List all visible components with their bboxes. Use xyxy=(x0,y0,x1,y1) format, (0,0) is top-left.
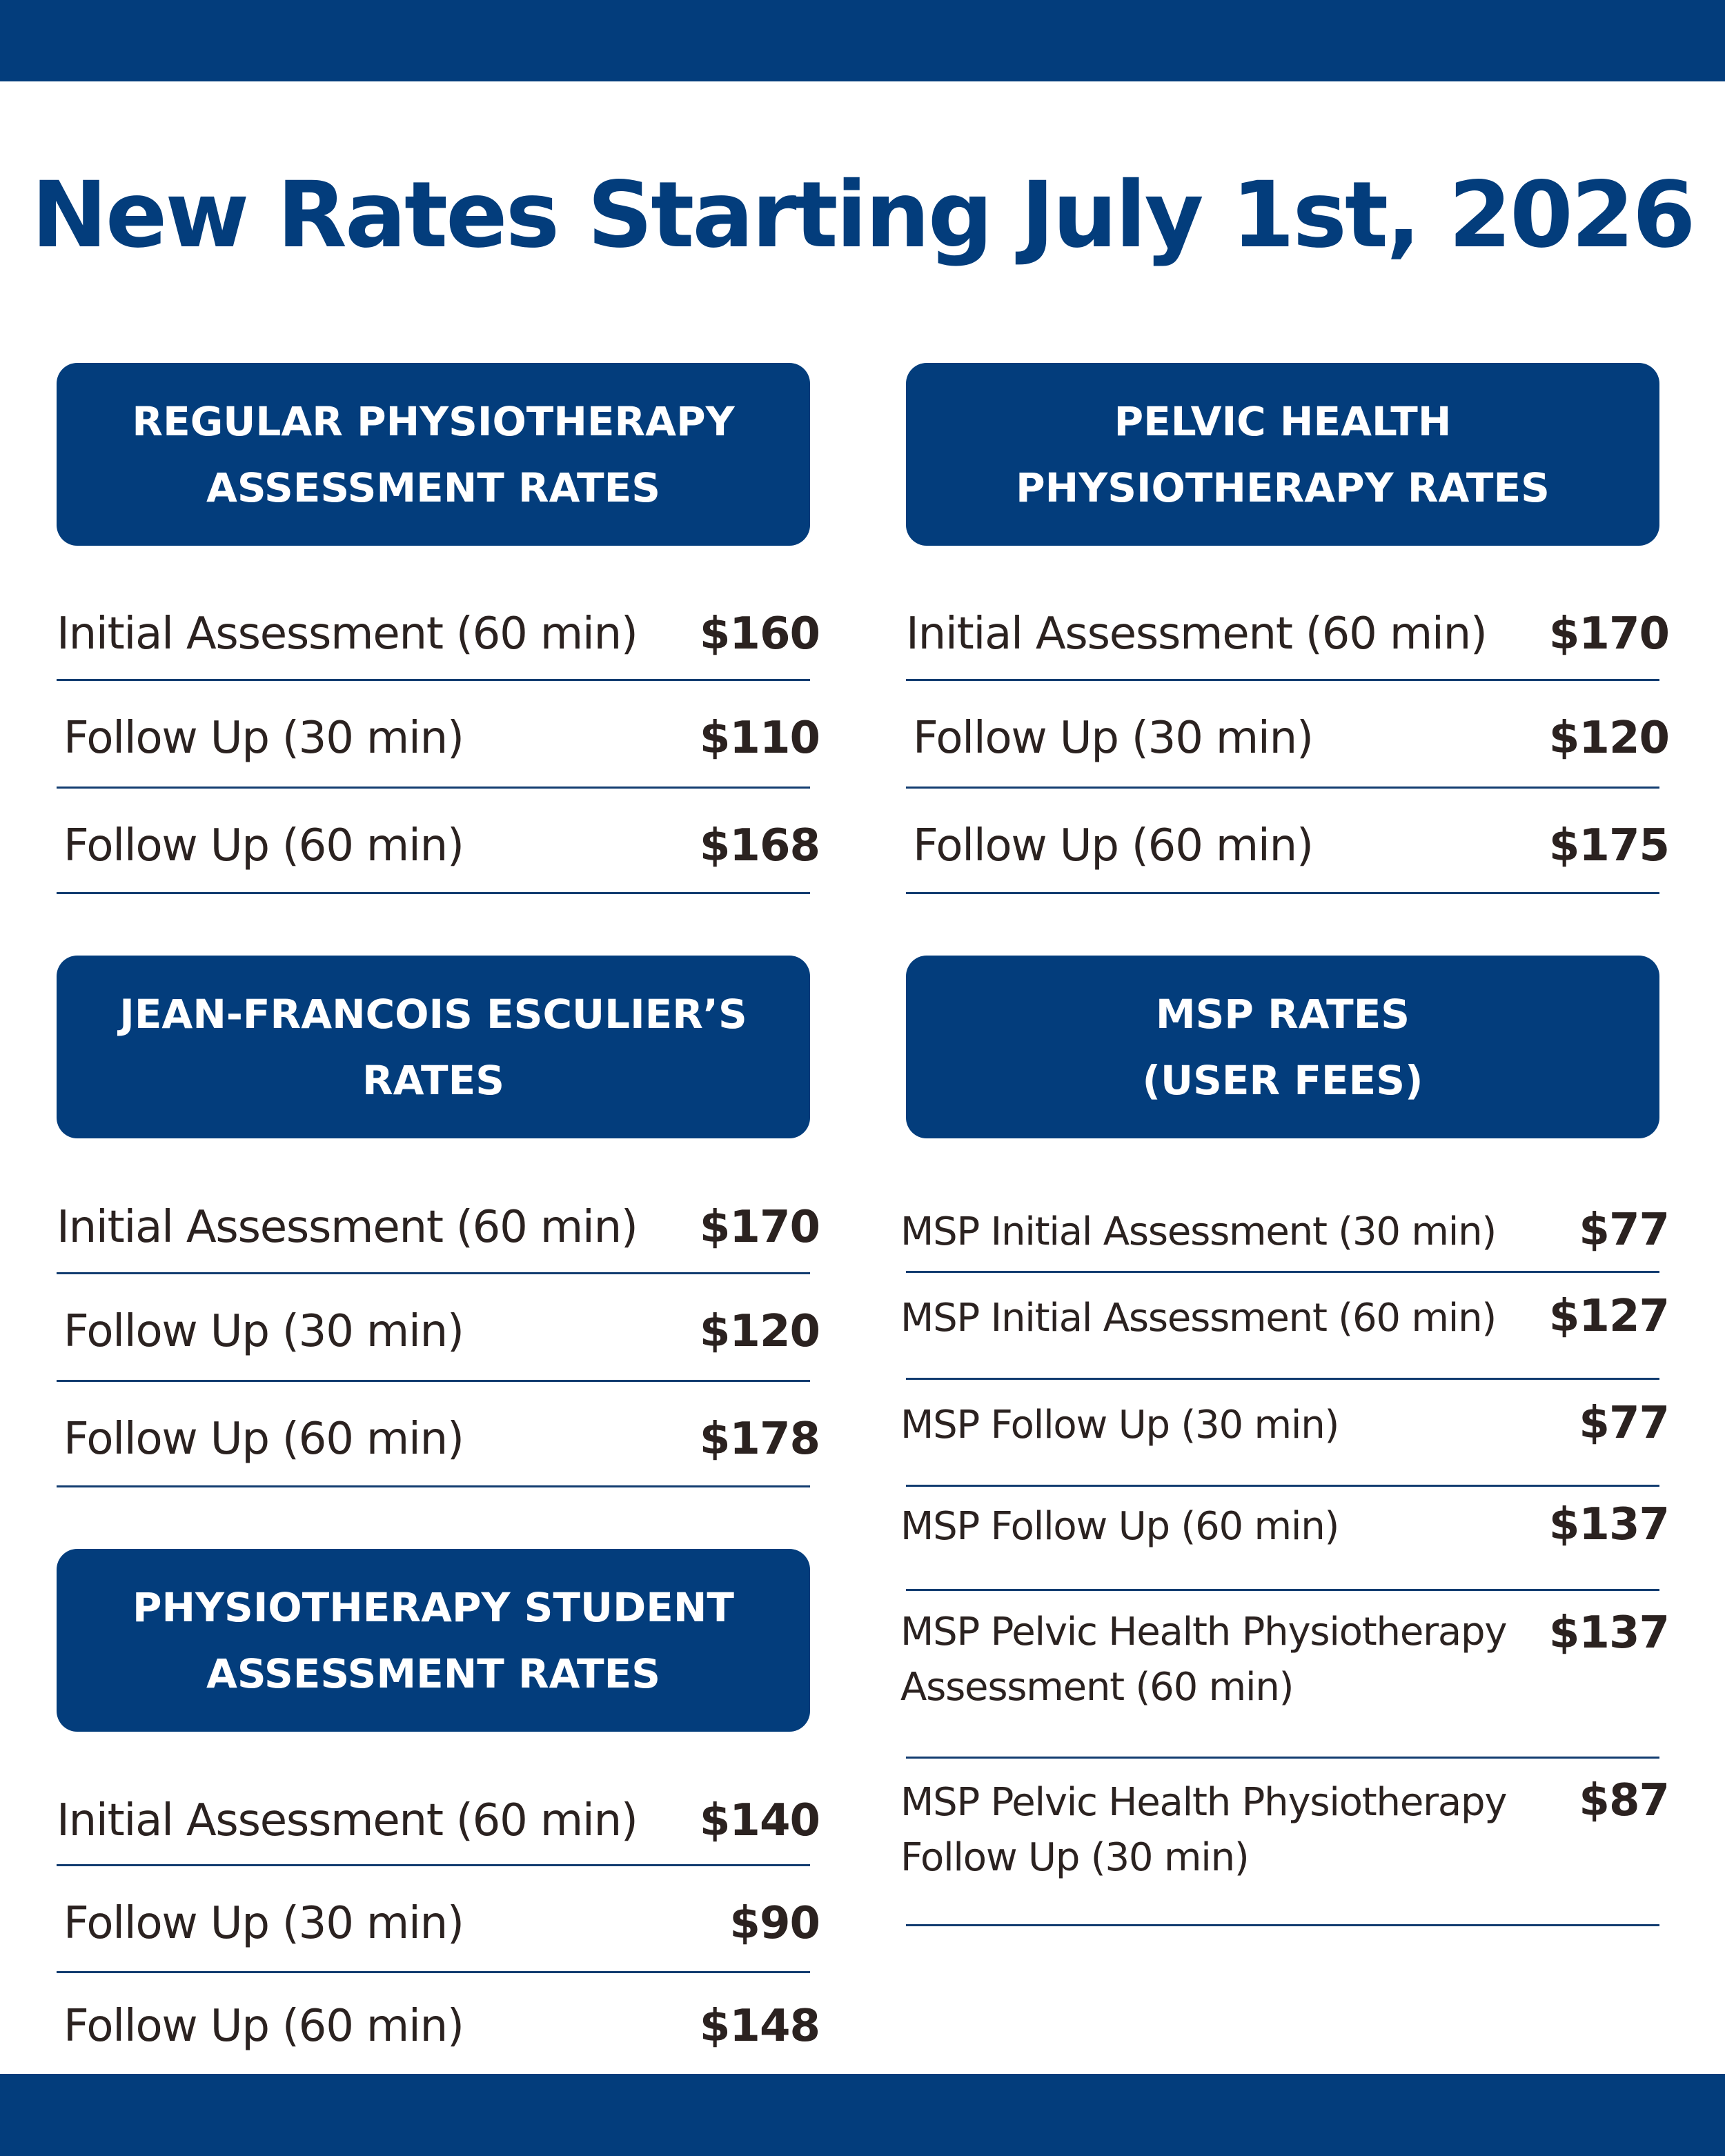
rate-price: $120 xyxy=(699,1306,820,1357)
student-rates-title-line2: ASSESSMENT RATES xyxy=(206,1650,661,1697)
rate-label: MSP Follow Up (60 min) xyxy=(900,1504,1339,1549)
pelvic-rates-title-line2: PHYSIOTHERAPY RATES xyxy=(1016,464,1550,511)
pelvic-rates-header: PELVIC HEALTH PHYSIOTHERAPY RATES xyxy=(906,363,1659,546)
rate-label-line2: Assessment (60 min) xyxy=(900,1665,1294,1710)
pelvic-rates-title-line1: PELVIC HEALTH xyxy=(1114,397,1452,445)
top-band xyxy=(0,0,1725,81)
rate-price: $137 xyxy=(1548,1499,1670,1550)
rate-label-line2: Follow Up (30 min) xyxy=(900,1835,1250,1880)
rate-price: $110 xyxy=(699,713,820,764)
rate-price: $137 xyxy=(1548,1608,1670,1659)
regular-rates-title-line1: REGULAR PHYSIOTHERAPY xyxy=(132,397,735,445)
rate-price: $77 xyxy=(1579,1398,1670,1449)
jf-rate-row: Initial Assessment (60 min) $170 xyxy=(57,1192,820,1274)
msp-rate-row: MSP Initial Assessment (60 min) $127 xyxy=(900,1273,1670,1380)
rate-label: Follow Up (30 min) xyxy=(63,713,464,764)
pelvic-rate-row: Initial Assessment (60 min) $170 xyxy=(906,599,1670,681)
rate-price: $127 xyxy=(1548,1291,1670,1342)
msp-rate-row: MSP Follow Up (60 min) $137 xyxy=(900,1487,1670,1591)
rate-label: MSP Initial Assessment (30 min) xyxy=(900,1209,1497,1254)
student-rates-title-line1: PHYSIOTHERAPY STUDENT xyxy=(132,1583,734,1631)
rate-price: $175 xyxy=(1548,820,1670,871)
bottom-band xyxy=(0,2074,1725,2156)
rate-label: Follow Up (60 min) xyxy=(913,820,1314,871)
jf-rates-header: JEAN-FRANCOIS ESCULIER’S RATES xyxy=(57,956,810,1138)
jf-rates-title-line1: JEAN-FRANCOIS ESCULIER’S xyxy=(119,990,747,1038)
page-title: New Rates Starting July 1st, 2026 xyxy=(31,162,1695,268)
student-rate-row: Initial Assessment (60 min) $140 xyxy=(57,1786,820,1866)
rate-label: Initial Assessment (60 min) xyxy=(57,609,638,660)
msp-rates-header: MSP RATES (USER FEES) xyxy=(906,956,1659,1138)
rate-label: Follow Up (30 min) xyxy=(63,1306,464,1357)
pelvic-rate-row: Follow Up (60 min) $175 xyxy=(906,789,1670,894)
msp-rate-row: MSP Pelvic Health Physiotherapy Follow U… xyxy=(900,1759,1670,1926)
student-rate-row: Follow Up (30 min) $90 xyxy=(57,1866,820,1973)
pelvic-rate-row: Follow Up (30 min) $120 xyxy=(906,681,1670,789)
rate-price: $170 xyxy=(699,1202,820,1253)
rate-label-line1: MSP Pelvic Health Physiotherapy xyxy=(900,1610,1508,1654)
rate-label: Follow Up (30 min) xyxy=(63,1898,464,1949)
rate-price: $120 xyxy=(1548,713,1670,764)
msp-rate-row: MSP Initial Assessment (30 min) $77 xyxy=(900,1192,1670,1273)
regular-rate-row: Initial Assessment (60 min) $160 xyxy=(57,599,820,681)
rate-price: $77 xyxy=(1579,1205,1670,1256)
rate-price: $170 xyxy=(1548,609,1670,660)
jf-rate-row: Follow Up (30 min) $120 xyxy=(57,1274,820,1382)
rate-label: Initial Assessment (60 min) xyxy=(57,1202,638,1253)
rate-price: $148 xyxy=(699,2001,820,2052)
rate-label: Follow Up (60 min) xyxy=(63,2001,464,2052)
rate-label: Follow Up (30 min) xyxy=(913,713,1314,764)
rate-label: MSP Initial Assessment (60 min) xyxy=(900,1296,1497,1341)
msp-rate-row: MSP Follow Up (30 min) $77 xyxy=(900,1380,1670,1487)
rate-price: $87 xyxy=(1579,1775,1670,1826)
student-rates-header: PHYSIOTHERAPY STUDENT ASSESSMENT RATES xyxy=(57,1549,810,1732)
rate-label: Follow Up (60 min) xyxy=(63,820,464,871)
student-rate-row: Follow Up (60 min) $148 xyxy=(57,1973,820,2072)
jf-rates-title-line2: RATES xyxy=(362,1056,504,1104)
msp-rate-row: MSP Pelvic Health Physiotherapy Assessme… xyxy=(900,1591,1670,1759)
msp-rates-title-line2: (USER FEES) xyxy=(1142,1056,1423,1104)
rate-label: Follow Up (60 min) xyxy=(63,1414,464,1465)
regular-rate-row: Follow Up (30 min) $110 xyxy=(57,681,820,789)
regular-rate-row: Follow Up (60 min) $168 xyxy=(57,789,820,894)
rate-label: Initial Assessment (60 min) xyxy=(906,609,1488,660)
rate-label: MSP Follow Up (30 min) xyxy=(900,1403,1339,1447)
regular-rates-title-line2: ASSESSMENT RATES xyxy=(206,464,661,511)
rate-price: $178 xyxy=(699,1414,820,1465)
rate-label-line1: MSP Pelvic Health Physiotherapy xyxy=(900,1780,1508,1825)
regular-rates-header: REGULAR PHYSIOTHERAPY ASSESSMENT RATES xyxy=(57,363,810,546)
rate-price: $140 xyxy=(699,1795,820,1846)
rate-price: $160 xyxy=(699,609,820,660)
rate-price: $168 xyxy=(699,820,820,871)
rate-label: Initial Assessment (60 min) xyxy=(57,1795,638,1846)
msp-rates-title-line1: MSP RATES xyxy=(1155,990,1410,1038)
jf-rate-row: Follow Up (60 min) $178 xyxy=(57,1382,820,1487)
rate-price: $90 xyxy=(729,1898,820,1949)
